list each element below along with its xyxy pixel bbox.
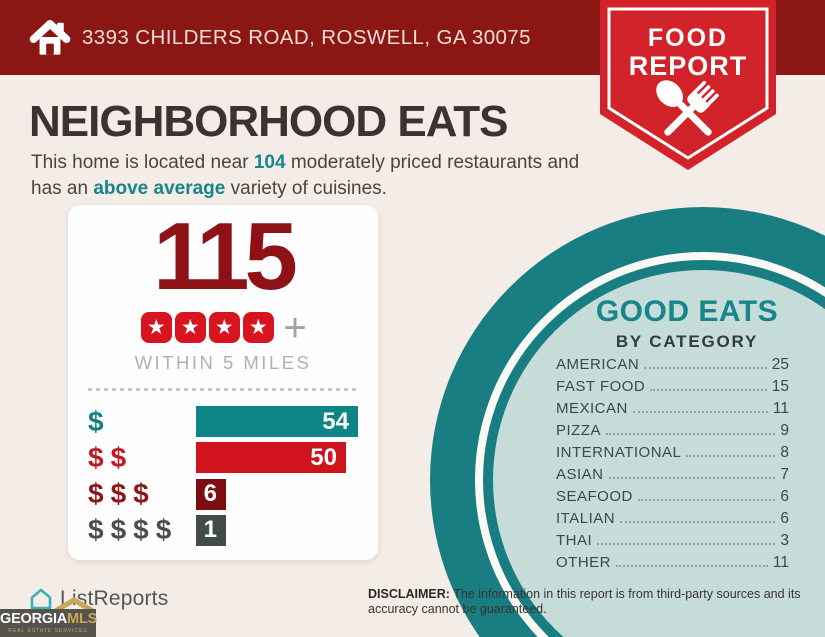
price-tier-label: $ — [88, 405, 111, 437]
category-row: ITALIAN 6 — [556, 510, 789, 532]
price-tier-label: $$$ — [88, 478, 156, 510]
category-row: INTERNATIONAL 8 — [556, 444, 789, 466]
category-row: ASIAN 7 — [556, 466, 789, 488]
disclaimer: DISCLAIMER: The information in this repo… — [368, 587, 802, 618]
property-address: 3393 CHILDERS ROAD, ROSWELL, GA 30075 — [82, 25, 531, 49]
dotted-leader — [597, 543, 776, 545]
star-rating: ★ ★ ★ ★ + — [68, 305, 378, 350]
listreports-wordmark: ListReports — [60, 587, 169, 610]
category-count: 8 — [780, 444, 789, 461]
category-name: FAST FOOD — [556, 378, 646, 395]
star-icon: ★ — [242, 312, 274, 343]
bar-row: $$$$ 1 — [88, 514, 378, 546]
category-name: INTERNATIONAL — [556, 444, 682, 461]
category-row: MEXICAN 11 — [556, 400, 789, 422]
dotted-leader — [650, 389, 767, 391]
category-count: 11 — [772, 400, 789, 417]
subtitle-text-4: variety of cuisines. — [225, 178, 387, 200]
subtitle-text-2: moderately priced restaurants and — [285, 152, 580, 173]
dotted-leader — [606, 433, 776, 435]
dotted-leader — [637, 499, 776, 501]
restaurant-count: 104 — [253, 152, 286, 173]
category-count: 11 — [772, 554, 789, 571]
price-tier-label: $$$$ — [88, 514, 179, 546]
category-count: 9 — [780, 422, 789, 439]
variety-rating: above average — [93, 178, 226, 200]
bar: 50 — [196, 442, 346, 474]
plus-icon: + — [283, 305, 307, 350]
page-title: NEIGHBORHOOD EATS — [29, 97, 508, 146]
stats-card: 115 ★ ★ ★ ★ + WITHIN 5 MILES $54 $$ 50 $$$ 6 $$$$… — [68, 205, 378, 560]
listreports-house-icon — [30, 588, 52, 610]
total-restaurants-number: 115 — [153, 203, 298, 310]
category-row: THAI 3 — [556, 532, 789, 554]
subtitle-text-1: This home is located near — [31, 152, 254, 173]
bar-row: $54 — [88, 406, 378, 437]
dotted-leader — [686, 455, 776, 457]
disclaimer-text: The information in this report is from t… — [368, 587, 801, 617]
georgiamls-logo: GEORGIAMLS REAL ESTATE SERVICES — [0, 609, 98, 637]
bar-value: 1 — [203, 516, 217, 544]
dotted-leader — [608, 477, 776, 479]
bar: 54 — [196, 406, 358, 437]
category-list: AMERICAN 25 FAST FOOD 15 MEXICAN 11 PIZZA 9 INTE… — [556, 356, 789, 576]
dotted-leader — [632, 411, 768, 413]
dashed-divider — [88, 388, 358, 391]
spoon-fork-icon — [656, 80, 719, 136]
category-row: FAST FOOD 15 — [556, 378, 789, 400]
price-tier-label: $$ — [88, 441, 134, 473]
category-row: SEAFOOD 6 — [556, 488, 789, 510]
bar-value: 6 — [203, 480, 217, 508]
category-name: ASIAN — [556, 466, 604, 483]
radius-caption: WITHIN 5 MILES — [134, 352, 312, 373]
category-name: AMERICAN — [556, 356, 640, 373]
price-bar-chart: $54 $$ 50 $$$ 6 $$$$ 1 — [68, 406, 378, 546]
good-eats-header: GOOD EATS BY CATEGORY — [571, 295, 803, 352]
good-eats-subtitle: BY CATEGORY — [615, 332, 759, 351]
disclaimer-label: DISCLAIMER: — [368, 587, 450, 601]
category-name: ITALIAN — [556, 510, 616, 527]
category-name: OTHER — [556, 554, 611, 571]
georgiamls-mls: MLS — [67, 611, 98, 627]
category-count: 7 — [780, 466, 789, 483]
dotted-leader — [644, 367, 767, 369]
georgiamls-tagline: REAL ESTATE SERVICES — [8, 627, 88, 634]
food-report-ribbon: FOOD REPORT — [600, 0, 776, 170]
category-row: PIZZA 9 — [556, 422, 789, 444]
home-icon — [29, 19, 71, 55]
badge-line1: FOOD — [648, 24, 728, 52]
star-icon: ★ — [208, 312, 240, 343]
category-name: PIZZA — [556, 422, 602, 439]
category-count: 3 — [780, 532, 789, 549]
category-row: AMERICAN 25 — [556, 356, 789, 378]
dotted-leader — [616, 565, 768, 567]
category-row: OTHER 11 — [556, 554, 789, 576]
subtitle: This home is located near 104 moderately… — [31, 150, 606, 202]
category-count: 15 — [771, 378, 789, 395]
bar-row: $$ 50 — [88, 441, 378, 474]
listreports-logo: ListReports — [28, 586, 168, 612]
dotted-leader — [620, 521, 776, 523]
category-count: 6 — [780, 510, 789, 527]
star-icon: ★ — [140, 312, 172, 343]
bar-row: $$$ 6 — [88, 478, 378, 510]
badge-line2: REPORT — [629, 51, 748, 81]
bar: 1 — [196, 514, 226, 546]
georgiamls-roof-icon — [52, 597, 96, 610]
category-count: 25 — [771, 356, 789, 373]
bar: 6 — [196, 478, 226, 510]
star-icon: ★ — [174, 312, 206, 343]
georgiamls-georgia: GEORGIA — [0, 611, 68, 627]
bar-value: 54 — [322, 407, 349, 435]
good-eats-title: GOOD EATS — [595, 295, 779, 328]
category-name: MEXICAN — [556, 400, 628, 417]
subtitle-text-3: has an — [31, 178, 94, 200]
category-count: 6 — [780, 488, 789, 505]
category-name: THAI — [556, 532, 593, 549]
category-name: SEAFOOD — [556, 488, 633, 505]
bar-value: 50 — [310, 443, 337, 471]
